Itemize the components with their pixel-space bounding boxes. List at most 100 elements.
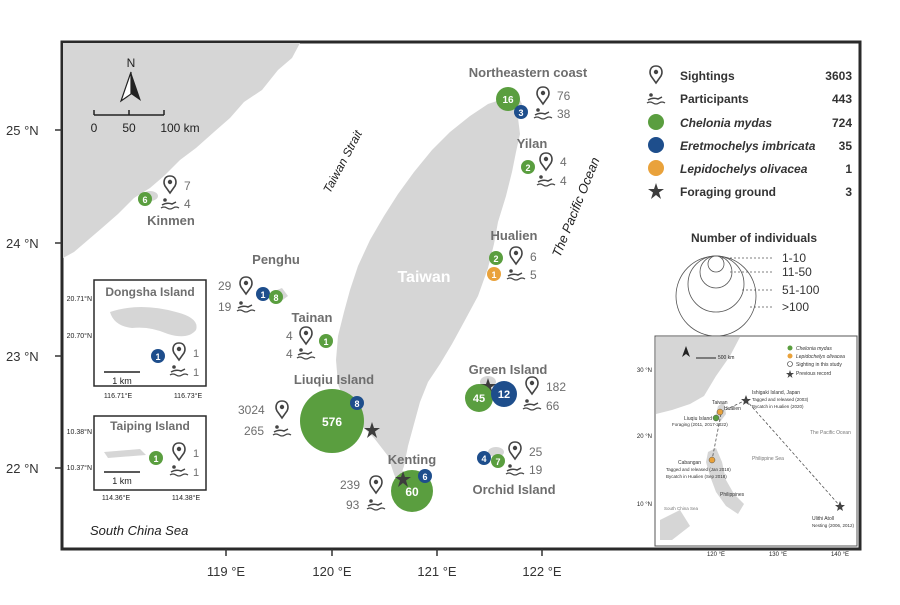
inset-place: Liuqiu Island	[684, 416, 712, 422]
inset-title: Dongsha Island	[105, 285, 194, 299]
inset-lon-label: 114.36°E	[102, 494, 131, 502]
inset-legend-label: Previous record	[796, 371, 831, 377]
sightings-count: 4	[560, 155, 567, 169]
green-turtle-count: 2	[493, 254, 498, 264]
scale-tick: 0	[91, 121, 98, 135]
lon-label: 121 °E	[417, 564, 457, 579]
inset-lat: 10 °N	[637, 502, 652, 508]
participants-count: 19	[218, 300, 232, 314]
inset-place-note: Tagged and released (Jan 2018)	[666, 467, 731, 472]
hawksbill-count: 4	[481, 454, 486, 464]
lat-label: 22 °N	[6, 461, 39, 476]
site-name-hualien: Hualien	[491, 228, 538, 243]
sightings-count: 1	[193, 448, 199, 460]
site-name-liuqiu: Liuqiu Island	[294, 372, 374, 387]
participants-count: 5	[530, 268, 537, 282]
green-turtle-count: 16	[502, 95, 514, 106]
legend-eretmochelys-swatch	[648, 137, 664, 153]
legend-participants-label: Participants	[680, 92, 749, 106]
inset-place: Ishigaki Island, Japan	[752, 390, 800, 396]
inset-legend-star-icon	[786, 370, 794, 378]
sightings-count: 76	[557, 89, 571, 103]
regional-inset: 30 °N 20 °N 10 °N 120 °E 130 °E 140 °E 5…	[637, 335, 858, 558]
inset-lat-label: 10.37°N	[67, 464, 92, 472]
hawksbill-marker	[514, 105, 528, 119]
route-cabangan	[711, 413, 722, 461]
inset-place: Philippines	[720, 492, 745, 498]
hawksbill-marker	[151, 349, 165, 363]
green-turtle-count: 576	[322, 415, 342, 429]
site-name-green-island: Green Island	[469, 362, 548, 377]
inset-legend-swatch	[787, 361, 793, 367]
inset-place: Ulithi Atoll	[812, 516, 834, 522]
inset-place-note: Tagged and released (2003)	[752, 397, 809, 402]
inset-lon-label: 116.71°E	[104, 392, 133, 400]
inset-lat-label: 10.38°N	[67, 428, 92, 436]
dongsha-land	[110, 307, 197, 337]
inset-place: The Pacific Ocean	[810, 430, 851, 436]
green-turtle-count: 60	[405, 485, 419, 499]
inset-place: Taiwan	[712, 400, 728, 406]
lat-label: 23 °N	[6, 349, 39, 364]
green-turtle-marker	[138, 192, 152, 206]
inset-legend-swatch	[787, 353, 793, 359]
sightings-count: 25	[529, 445, 543, 459]
hawksbill-count: 1	[260, 290, 265, 300]
symbol-legend: Sightings 3603 Participants 443 Chelonia…	[646, 65, 852, 199]
participants-count: 66	[546, 399, 560, 413]
green-turtle-count: 1	[153, 454, 158, 464]
lon-label: 119 °E	[207, 564, 246, 579]
inset-china-land	[656, 337, 740, 414]
hawksbill-count: 12	[498, 389, 510, 401]
ulithi-star-icon	[835, 501, 845, 511]
sightings-count: 6	[530, 250, 537, 264]
participants-count: 19	[529, 463, 543, 477]
inset-lat: 30 °N	[637, 368, 652, 374]
green-turtle-count: 6	[142, 195, 147, 205]
participants-count: 4	[286, 347, 293, 361]
inset-lon-label: 116.73°E	[174, 392, 203, 400]
site-name-tainan: Tainan	[292, 310, 333, 325]
inset-place-note: Bycatch in Hualien (2020)	[752, 404, 804, 409]
inset-title: Taiping Island	[110, 419, 190, 433]
participants-count: 38	[557, 107, 571, 121]
legend-lepidochelys-label: Lepidochelys olivacea	[680, 162, 808, 176]
inset-borneo-land	[660, 510, 690, 540]
taiwan-land	[336, 92, 522, 484]
participants-count: 93	[346, 498, 360, 512]
inset-lat-label: 20.70°N	[67, 332, 92, 340]
inset-lon: 120 °E	[707, 552, 725, 558]
cabangan-point	[708, 456, 716, 464]
hawksbill-count: 8	[354, 399, 359, 409]
green-turtle-count: 8	[273, 293, 278, 303]
legend-participants-value: 443	[832, 92, 852, 106]
lon-label: 120 °E	[312, 564, 352, 579]
route-ulithi	[745, 399, 841, 507]
lat-label: 24 °N	[6, 236, 39, 251]
green-turtle-marker	[269, 290, 283, 304]
inset-place-note: Bycatch in Hualien (Sep 2018)	[666, 474, 727, 479]
inset-place: South China Sea	[664, 506, 699, 511]
legend-chelonia-swatch	[648, 114, 664, 130]
sightings-count: 182	[546, 380, 566, 394]
sightings-count: 1	[193, 348, 199, 360]
lat-label: 25 °N	[6, 123, 39, 138]
taiping-inset: Taiping Island 1 1 1 1 km 10.38°N 10.37°…	[67, 415, 207, 502]
green-turtle-marker	[465, 384, 493, 412]
legend-sightings-label: Sightings	[680, 69, 735, 83]
participants-count: 4	[184, 197, 191, 211]
inset-lat-label: 20.71°N	[67, 295, 92, 303]
hualien-point	[716, 408, 724, 416]
lon-label: 122 °E	[522, 564, 562, 579]
site-name-northeastern: Northeastern coast	[469, 65, 588, 80]
inset-lon: 130 °E	[769, 552, 787, 558]
olive-ridley-marker	[487, 267, 501, 281]
participants-count: 265	[244, 424, 264, 438]
hawksbill-marker	[418, 469, 432, 483]
sightings-count: 7	[184, 179, 191, 193]
sightings-count: 29	[218, 279, 232, 293]
size-legend: Number of individuals 1-10 11-50 51-100 …	[675, 231, 820, 337]
inset-lon-label: 114.38°E	[172, 494, 201, 502]
scale-bar: 0 50 100 km	[91, 110, 200, 135]
